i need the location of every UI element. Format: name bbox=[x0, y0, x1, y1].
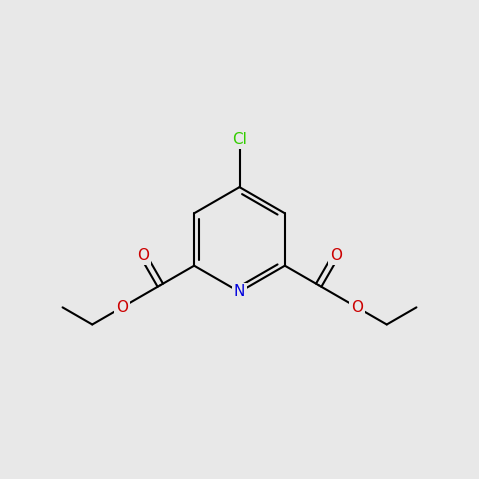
Text: O: O bbox=[330, 248, 342, 263]
Text: Cl: Cl bbox=[232, 132, 247, 147]
Text: O: O bbox=[137, 248, 149, 263]
Text: O: O bbox=[351, 300, 363, 315]
Text: O: O bbox=[116, 300, 128, 315]
Text: N: N bbox=[234, 285, 245, 299]
